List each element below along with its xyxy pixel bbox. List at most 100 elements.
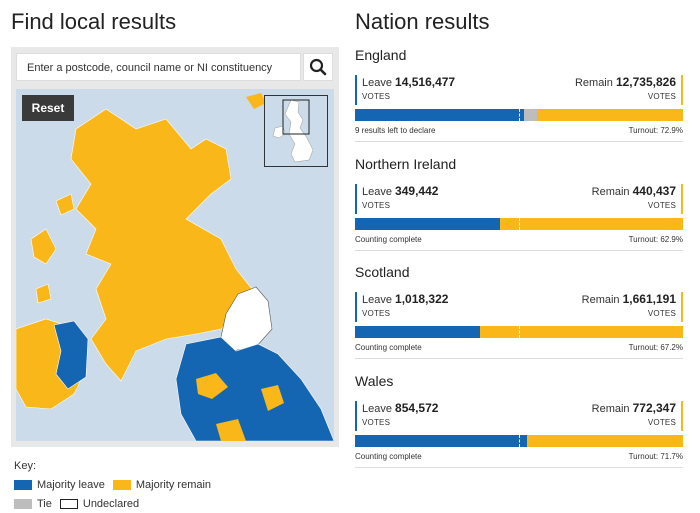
remain-column: Remain 12,735,826 VOTES bbox=[575, 75, 683, 105]
remain-votes: 12,735,826 bbox=[615, 75, 676, 89]
leave-label: Leave bbox=[362, 294, 392, 306]
key-tie-label: Tie bbox=[37, 497, 52, 510]
result-bar bbox=[355, 435, 683, 447]
scotland-islands bbox=[30, 193, 75, 304]
declare-status: 9 results left to declare bbox=[355, 126, 436, 135]
leave-label: Leave bbox=[362, 403, 392, 415]
vote-row: Leave 854,572 VOTES Remain 772,347 VOTES bbox=[355, 401, 683, 433]
leave-votes: 14,516,477 bbox=[395, 75, 456, 89]
map-panel: Enter a postcode, council name or NI con… bbox=[11, 47, 339, 447]
remain-pocket-3 bbox=[216, 419, 246, 441]
result-bar bbox=[355, 326, 683, 338]
leave-votes: 349,442 bbox=[395, 184, 439, 198]
remain-votes: 1,661,191 bbox=[622, 292, 676, 306]
key-leave-label: Majority leave bbox=[37, 478, 105, 491]
votes-caption: VOTES bbox=[647, 309, 676, 318]
leave-votes: 1,018,322 bbox=[395, 292, 449, 306]
nation-block-england: England Leave 14,516,477 VOTES Remain 12… bbox=[355, 47, 683, 142]
nation-name: Scotland bbox=[355, 264, 410, 280]
leave-column: Leave 1,018,322 VOTES bbox=[355, 292, 448, 322]
remain-column: Remain 772,347 VOTES bbox=[592, 401, 683, 431]
turnout: Turnout: 67.2% bbox=[628, 343, 683, 352]
remain-column: Remain 1,661,191 VOTES bbox=[582, 292, 683, 322]
midpoint-marker bbox=[519, 109, 520, 121]
key-row-majority: Majority leave Majority remain bbox=[14, 475, 219, 494]
undeclared-bar-segment bbox=[523, 109, 538, 121]
search-icon bbox=[309, 58, 327, 76]
declare-status: Counting complete bbox=[355, 452, 422, 461]
remain-swatch bbox=[112, 479, 131, 490]
leave-bar-segment bbox=[355, 218, 501, 230]
turnout: Turnout: 62.9% bbox=[628, 235, 683, 244]
key-undeclared: Undeclared bbox=[59, 497, 140, 510]
remain-label: Remain bbox=[591, 186, 630, 198]
key-row-other: Tie Undeclared bbox=[14, 494, 219, 513]
search-button[interactable] bbox=[303, 53, 333, 81]
inset-graphic bbox=[272, 99, 314, 163]
leave-bar-segment bbox=[355, 435, 528, 447]
turnout: Turnout: 72.9% bbox=[628, 126, 683, 135]
nation-name: Wales bbox=[355, 373, 394, 389]
votes-caption: VOTES bbox=[362, 309, 391, 318]
remain-label: Remain bbox=[574, 77, 613, 89]
leave-bar-segment bbox=[355, 326, 480, 338]
vote-row: Leave 349,442 VOTES Remain 440,437 VOTES bbox=[355, 184, 683, 216]
leave-label: Leave bbox=[362, 186, 392, 198]
scotland-region bbox=[70, 108, 257, 382]
key-remain: Majority remain bbox=[112, 478, 212, 491]
search-input[interactable]: Enter a postcode, council name or NI con… bbox=[16, 53, 301, 81]
key-title: Key: bbox=[14, 459, 37, 472]
nation-name: Northern Ireland bbox=[355, 156, 457, 172]
remain-votes: 440,437 bbox=[632, 184, 676, 198]
nation-footer: Counting complete Turnout: 62.9% bbox=[355, 230, 683, 251]
tie-swatch bbox=[14, 498, 32, 509]
find-local-results-title: Find local results bbox=[11, 9, 177, 34]
remain-column: Remain 440,437 VOTES bbox=[592, 184, 683, 214]
northern-england-region bbox=[175, 336, 334, 441]
nation-block-northern-ireland: Northern Ireland Leave 349,442 VOTES Rem… bbox=[355, 156, 683, 251]
votes-caption: VOTES bbox=[647, 201, 676, 210]
key-tie: Tie bbox=[14, 498, 52, 510]
vote-row: Leave 1,018,322 VOTES Remain 1,661,191 V… bbox=[355, 292, 683, 324]
turnout: Turnout: 71.7% bbox=[628, 452, 683, 461]
votes-caption: VOTES bbox=[647, 418, 676, 427]
result-bar bbox=[355, 109, 683, 121]
votes-caption: VOTES bbox=[362, 92, 391, 101]
remain-votes: 772,347 bbox=[632, 401, 676, 415]
leave-column: Leave 349,442 VOTES bbox=[355, 184, 438, 214]
midpoint-marker bbox=[519, 218, 520, 230]
votes-caption: VOTES bbox=[362, 201, 391, 210]
result-bar bbox=[355, 218, 683, 230]
map-graphic bbox=[16, 93, 334, 441]
midpoint-marker bbox=[519, 326, 520, 338]
nation-block-wales: Wales Leave 854,572 VOTES Remain 772,347… bbox=[355, 373, 683, 468]
nation-block-scotland: Scotland Leave 1,018,322 VOTES Remain 1,… bbox=[355, 264, 683, 359]
declare-status: Counting complete bbox=[355, 235, 422, 244]
votes-caption: VOTES bbox=[647, 92, 676, 101]
ni-leave-area bbox=[53, 320, 89, 390]
uk-inset-map[interactable] bbox=[264, 95, 328, 167]
nation-footer: 9 results left to declare Turnout: 72.9% bbox=[355, 121, 683, 142]
reset-button[interactable]: Reset bbox=[22, 95, 74, 121]
declare-status: Counting complete bbox=[355, 343, 422, 352]
key-undeclared-label: Undeclared bbox=[82, 497, 140, 510]
key-remain-label: Majority remain bbox=[135, 478, 212, 491]
results-map[interactable]: Reset bbox=[16, 89, 334, 441]
key-leave: Majority leave bbox=[14, 479, 105, 491]
leave-bar-segment bbox=[355, 109, 524, 121]
nation-footer: Counting complete Turnout: 67.2% bbox=[355, 338, 683, 359]
votes-caption: VOTES bbox=[362, 418, 391, 427]
nation-results-title: Nation results bbox=[355, 9, 490, 34]
leave-column: Leave 14,516,477 VOTES bbox=[355, 75, 455, 105]
map-key: Key: Majority leave Majority remain Tie … bbox=[14, 456, 219, 513]
leave-column: Leave 854,572 VOTES bbox=[355, 401, 438, 431]
remain-pocket-2 bbox=[261, 385, 284, 411]
undeclared-swatch bbox=[59, 498, 78, 509]
leave-votes: 854,572 bbox=[395, 401, 439, 415]
remain-label: Remain bbox=[581, 294, 620, 306]
remain-pocket-1 bbox=[196, 373, 228, 399]
midpoint-marker bbox=[519, 435, 520, 447]
vote-row: Leave 14,516,477 VOTES Remain 12,735,826… bbox=[355, 75, 683, 107]
leave-swatch bbox=[14, 479, 32, 490]
leave-label: Leave bbox=[362, 77, 392, 89]
